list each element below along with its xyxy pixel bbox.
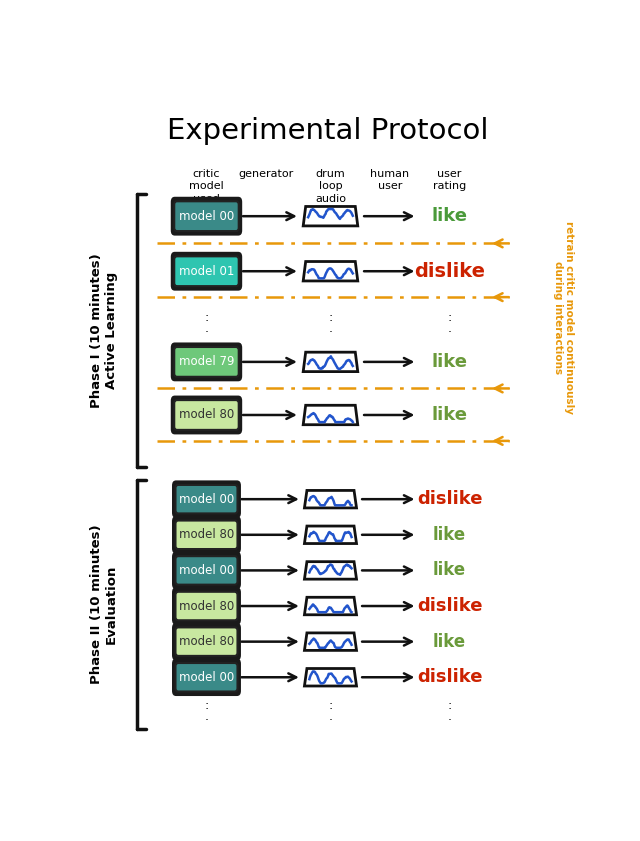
- Text: dislike: dislike: [417, 597, 483, 615]
- Text: dislike: dislike: [417, 490, 483, 508]
- Polygon shape: [303, 405, 358, 425]
- Polygon shape: [305, 490, 356, 508]
- FancyBboxPatch shape: [175, 556, 237, 584]
- Text: like: like: [433, 526, 466, 544]
- Text: :
.: : .: [204, 699, 209, 723]
- Polygon shape: [305, 633, 356, 650]
- Text: Phase I (10 minutes)
Active Learning: Phase I (10 minutes) Active Learning: [90, 253, 118, 408]
- Text: drum
loop
audio: drum loop audio: [315, 169, 346, 204]
- FancyBboxPatch shape: [175, 663, 237, 691]
- Text: model 80: model 80: [179, 600, 234, 612]
- Text: generator: generator: [238, 169, 294, 179]
- Text: :
.: : .: [204, 311, 209, 335]
- Text: like: like: [431, 406, 467, 424]
- FancyBboxPatch shape: [172, 480, 241, 518]
- FancyBboxPatch shape: [172, 623, 241, 660]
- Text: :
.: : .: [447, 699, 452, 723]
- Text: user
rating: user rating: [433, 169, 466, 191]
- Text: model 00: model 00: [179, 564, 234, 577]
- FancyBboxPatch shape: [175, 485, 237, 513]
- FancyBboxPatch shape: [174, 400, 239, 430]
- FancyBboxPatch shape: [171, 197, 242, 235]
- Text: dislike: dislike: [417, 669, 483, 686]
- Text: like: like: [433, 562, 466, 579]
- Polygon shape: [303, 262, 358, 281]
- Text: Experimental Protocol: Experimental Protocol: [167, 117, 489, 145]
- FancyBboxPatch shape: [175, 592, 237, 621]
- Text: :
.: : .: [328, 699, 333, 723]
- Text: model 80: model 80: [179, 528, 234, 542]
- FancyBboxPatch shape: [172, 587, 241, 625]
- FancyBboxPatch shape: [174, 201, 239, 231]
- Text: like: like: [431, 353, 467, 371]
- Polygon shape: [305, 597, 356, 615]
- FancyBboxPatch shape: [174, 257, 239, 286]
- Text: critic
model
used: critic model used: [189, 169, 224, 204]
- FancyBboxPatch shape: [171, 342, 242, 381]
- Text: model 79: model 79: [179, 356, 234, 368]
- Text: model 00: model 00: [179, 671, 234, 684]
- Text: model 00: model 00: [179, 493, 234, 505]
- Text: retrain critic model continuously
during interactions: retrain critic model continuously during…: [553, 221, 575, 414]
- Polygon shape: [305, 562, 356, 579]
- FancyBboxPatch shape: [172, 659, 241, 696]
- FancyBboxPatch shape: [175, 627, 237, 656]
- FancyBboxPatch shape: [171, 251, 242, 291]
- Text: model 80: model 80: [179, 635, 234, 648]
- Text: model 80: model 80: [179, 409, 234, 421]
- Text: :
.: : .: [447, 311, 452, 335]
- Text: dislike: dislike: [414, 262, 485, 281]
- Text: human
user: human user: [371, 169, 410, 191]
- Polygon shape: [305, 526, 356, 543]
- FancyBboxPatch shape: [172, 516, 241, 553]
- Text: like: like: [433, 632, 466, 651]
- Text: Phase II (10 minutes)
Evaluation: Phase II (10 minutes) Evaluation: [90, 525, 118, 685]
- Text: :
.: : .: [328, 311, 333, 335]
- Polygon shape: [303, 207, 358, 226]
- Polygon shape: [303, 352, 358, 372]
- FancyBboxPatch shape: [175, 521, 237, 549]
- FancyBboxPatch shape: [174, 347, 239, 377]
- Text: model 00: model 00: [179, 209, 234, 223]
- Polygon shape: [305, 669, 356, 686]
- Text: like: like: [431, 207, 467, 225]
- Text: model 01: model 01: [179, 265, 234, 278]
- FancyBboxPatch shape: [171, 395, 242, 435]
- FancyBboxPatch shape: [172, 552, 241, 590]
